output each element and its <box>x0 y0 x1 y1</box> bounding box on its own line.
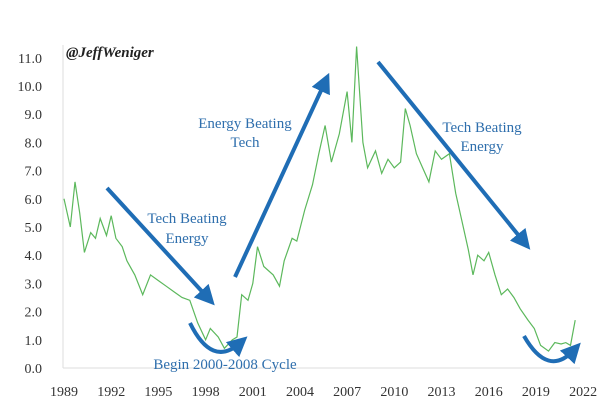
y-tick-label: 0.0 <box>25 362 43 377</box>
x-tick-label: 1995 <box>144 385 172 400</box>
annotation-begin-cycle: Begin 2000-2008 Cycle <box>153 357 297 373</box>
x-tick-label: 2004 <box>286 385 314 400</box>
y-tick-label: 10.0 <box>18 80 43 95</box>
annotation-tech-beating-energy-1: Tech Beating Energy <box>147 211 227 247</box>
curved-arrow-1999 <box>188 322 248 358</box>
annotation-energy-beating-tech: Energy Beating Tech <box>198 116 292 151</box>
x-tick-label: 1992 <box>97 385 125 400</box>
series-line <box>63 46 576 352</box>
y-tick-label: 9.0 <box>25 108 43 123</box>
x-tick-label: 2001 <box>239 385 267 400</box>
x-tick-label: 2022 <box>569 385 597 400</box>
y-tick-label: 4.0 <box>25 249 43 264</box>
svg-text:Tech Beating: Tech Beating <box>147 211 227 227</box>
y-tick-label: 11.0 <box>18 52 42 67</box>
svg-text:Energy: Energy <box>460 139 504 155</box>
x-tick-label: 2010 <box>380 385 408 400</box>
x-tick-label: 2019 <box>522 385 550 400</box>
y-tick-label: 2.0 <box>25 306 43 321</box>
svg-text:Energy: Energy <box>165 231 209 247</box>
arrow-down-2010s <box>376 60 531 250</box>
watermark-handle: @JeffWeniger <box>66 45 154 61</box>
x-tick-label: 2016 <box>475 385 503 400</box>
svg-text:Tech: Tech <box>231 135 260 151</box>
x-tick-label: 2007 <box>333 385 361 400</box>
y-tick-label: 5.0 <box>25 221 43 236</box>
x-tick-label: 1998 <box>192 385 220 400</box>
y-tick-label: 6.0 <box>25 193 43 208</box>
svg-text:Energy Beating: Energy Beating <box>198 116 292 132</box>
x-tick-label: 1989 <box>50 385 78 400</box>
y-tick-label: 1.0 <box>25 334 43 349</box>
curved-arrow-2020 <box>522 335 581 365</box>
arrow-down-1990s <box>105 186 215 306</box>
svg-text:Tech Beating: Tech Beating <box>442 120 522 136</box>
arrow-up-2000s <box>233 72 330 278</box>
y-tick-label: 8.0 <box>25 136 43 151</box>
y-tick-label: 7.0 <box>25 165 43 180</box>
annotation-tech-beating-energy-2: Tech Beating Energy <box>442 120 522 155</box>
x-tick-label: 2013 <box>428 385 456 400</box>
y-tick-label: 3.0 <box>25 277 43 292</box>
